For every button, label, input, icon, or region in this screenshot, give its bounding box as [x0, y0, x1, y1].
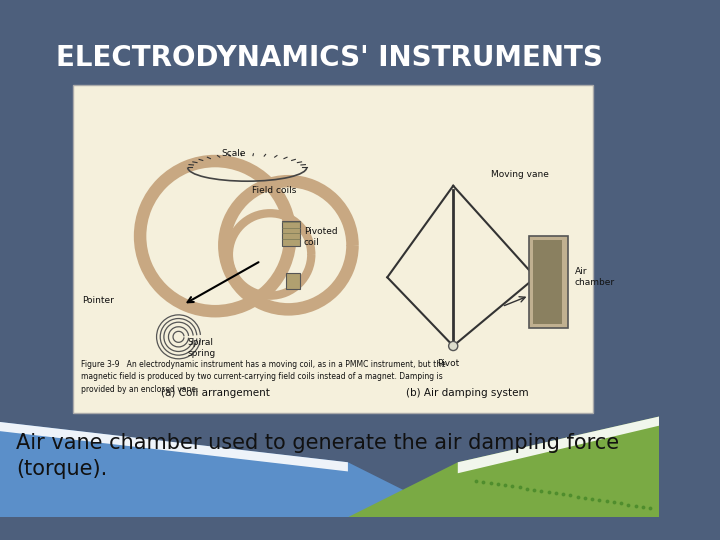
Polygon shape [0, 422, 458, 517]
Text: Pivot: Pivot [438, 359, 460, 368]
Text: Figure 3-9   An electrodynamic instrument has a moving coil, as in a PMMC instru: Figure 3-9 An electrodynamic instrument … [81, 360, 446, 394]
Text: Pointer: Pointer [82, 296, 114, 305]
Text: Air vane chamber used to generate the air damping force
(torque).: Air vane chamber used to generate the ai… [17, 433, 620, 478]
Bar [286, 273, 300, 289]
Bar [73, 85, 593, 413]
Text: Pivoted
coil: Pivoted coil [304, 227, 338, 247]
Text: Field coils: Field coils [252, 186, 296, 195]
Text: Moving vane: Moving vane [491, 170, 549, 179]
Polygon shape [0, 422, 348, 471]
Text: Spiral
spring: Spiral spring [188, 338, 216, 358]
Text: (b) Air damping system: (b) Air damping system [405, 388, 528, 399]
Text: Scale: Scale [221, 150, 246, 158]
Polygon shape [458, 416, 660, 473]
Text: (a) Coil arrangement: (a) Coil arrangement [161, 388, 269, 399]
Text: Air
chamber: Air chamber [575, 267, 615, 287]
Text: ELECTRODYNAMICS' INSTRUMENTS: ELECTRODYNAMICS' INSTRUMENTS [56, 44, 603, 72]
Circle shape [449, 341, 458, 350]
Polygon shape [348, 416, 660, 517]
Bar [282, 220, 300, 246]
Bar [529, 236, 567, 328]
Bar [533, 240, 562, 324]
